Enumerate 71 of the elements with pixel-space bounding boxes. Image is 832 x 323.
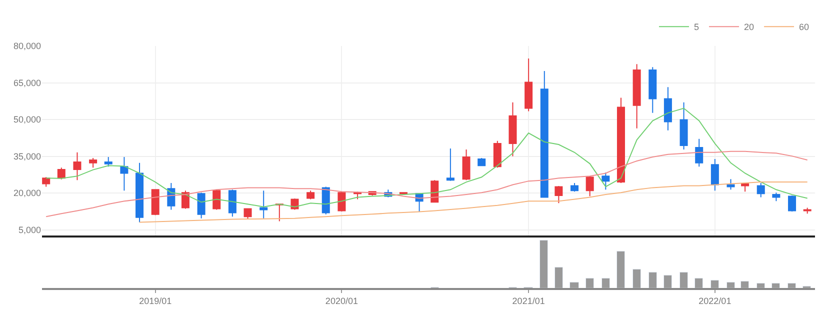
candlestick bbox=[695, 138, 704, 168]
candlestick bbox=[648, 66, 657, 114]
bar bbox=[788, 282, 796, 288]
candlestick bbox=[244, 208, 252, 220]
candlestick bbox=[478, 158, 486, 166]
legend-label: 20 bbox=[744, 22, 754, 32]
candlestick bbox=[756, 182, 765, 198]
candlestick bbox=[338, 191, 346, 212]
candlestick bbox=[181, 190, 190, 210]
candlestick bbox=[260, 190, 268, 219]
bar bbox=[648, 272, 657, 288]
candlestick bbox=[73, 152, 82, 181]
bar bbox=[540, 240, 548, 288]
x-tick-label: 2020/01 bbox=[325, 296, 358, 306]
bar bbox=[694, 278, 703, 288]
candlestick bbox=[446, 148, 454, 182]
line-series bbox=[46, 108, 808, 208]
candlestick bbox=[586, 176, 594, 197]
candlestick bbox=[120, 156, 128, 192]
candlestick bbox=[290, 198, 299, 210]
legend-label: 60 bbox=[799, 22, 810, 32]
bar bbox=[740, 280, 749, 288]
candlestick bbox=[524, 58, 533, 112]
y-tick-label: 5,000 bbox=[18, 225, 41, 235]
bar bbox=[586, 278, 594, 288]
candlestick bbox=[89, 158, 98, 168]
y-tick-label: 50,000 bbox=[13, 114, 41, 125]
y-tick-label: 35,000 bbox=[13, 151, 41, 162]
candlestick bbox=[616, 97, 625, 184]
bar bbox=[664, 274, 672, 288]
line-series bbox=[46, 150, 808, 218]
bar bbox=[616, 250, 625, 288]
candlestick bbox=[462, 148, 470, 181]
candlestick bbox=[136, 162, 144, 223]
y-tick-label: 65,000 bbox=[13, 78, 41, 88]
candlestick bbox=[540, 70, 548, 198]
candlestick bbox=[788, 195, 796, 212]
candlestick bbox=[508, 102, 517, 157]
bar bbox=[602, 278, 610, 288]
bar bbox=[570, 282, 579, 288]
y-tick-label: 20,000 bbox=[13, 188, 41, 198]
candlestick bbox=[772, 192, 780, 202]
bar bbox=[756, 282, 765, 288]
candlestick bbox=[493, 140, 502, 168]
candlestick bbox=[664, 86, 672, 131]
candlestick bbox=[632, 64, 641, 129]
candlestick bbox=[104, 156, 112, 168]
legend-label: 5 bbox=[694, 22, 700, 32]
candlestick bbox=[322, 186, 330, 215]
line-series bbox=[139, 182, 808, 223]
x-tick-label: 2021/01 bbox=[512, 296, 545, 306]
bar bbox=[554, 266, 563, 288]
x-tick-label: 2022/01 bbox=[698, 296, 732, 306]
candlestick bbox=[42, 176, 50, 188]
candlestick bbox=[570, 182, 579, 192]
bar bbox=[772, 282, 780, 288]
bar bbox=[632, 268, 641, 288]
x-tick-label: 2019/01 bbox=[139, 296, 172, 306]
candlestick bbox=[554, 185, 563, 204]
candlestick bbox=[306, 190, 315, 200]
candlestick bbox=[212, 189, 221, 210]
bar bbox=[710, 280, 719, 288]
candlestick bbox=[228, 189, 236, 218]
candlestick bbox=[151, 189, 160, 216]
candlestick bbox=[197, 192, 206, 219]
bar bbox=[726, 282, 735, 288]
y-tick-label: 80,000 bbox=[13, 41, 41, 52]
candlestick bbox=[602, 172, 610, 190]
candlestick bbox=[710, 158, 719, 192]
candlestick bbox=[680, 102, 688, 150]
bar bbox=[680, 272, 688, 288]
